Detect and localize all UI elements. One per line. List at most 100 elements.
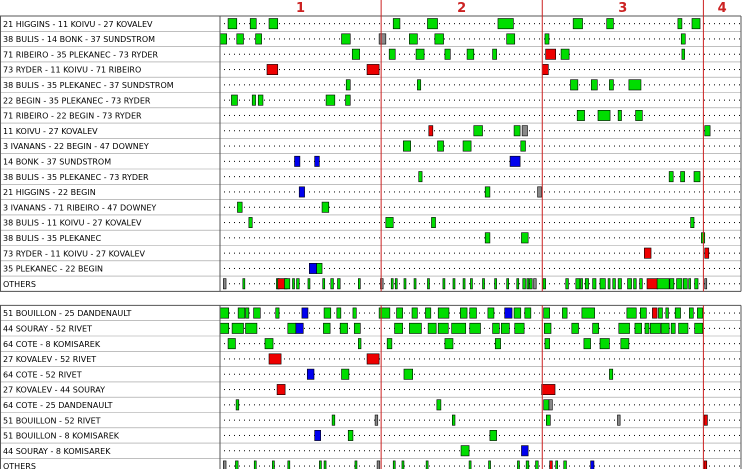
grid-dot — [349, 358, 350, 360]
grid-dot — [434, 343, 435, 345]
grid-dot — [479, 465, 480, 467]
grid-dot — [359, 160, 360, 162]
shift-bar — [353, 322, 361, 334]
grid-dot — [659, 222, 660, 224]
shift-bar — [437, 140, 444, 152]
grid-dot — [639, 358, 640, 360]
grid-dot — [729, 69, 730, 71]
grid-dot — [704, 69, 705, 71]
grid-dot — [279, 343, 280, 345]
grid-dot — [339, 419, 340, 421]
grid-dot — [254, 69, 255, 71]
grid-dot — [734, 84, 735, 86]
grid-dot — [529, 450, 530, 452]
grid-dot — [599, 450, 600, 452]
grid-dot — [594, 450, 595, 452]
grid-dot — [404, 38, 405, 40]
grid-dot — [299, 343, 300, 345]
grid-dot — [464, 130, 465, 132]
grid-dot — [734, 191, 735, 193]
grid-dot — [434, 145, 435, 147]
grid-dot — [579, 206, 580, 208]
grid-dot — [504, 237, 505, 239]
grid-dot — [599, 267, 600, 269]
grid-dot — [229, 53, 230, 55]
grid-dot — [424, 312, 425, 314]
grid-dot — [319, 53, 320, 55]
grid-dot — [704, 434, 705, 436]
grid-dot — [224, 419, 225, 421]
grid-dot — [429, 465, 430, 467]
grid-dot — [559, 145, 560, 147]
grid-dot — [629, 222, 630, 224]
grid-dot — [509, 465, 510, 467]
grid-dot — [374, 419, 375, 421]
grid-dot — [364, 222, 365, 224]
grid-dot — [499, 434, 500, 436]
shift-bar — [219, 33, 228, 45]
grid-dot — [589, 327, 590, 329]
shift-bar — [314, 155, 320, 167]
grid-dot — [414, 343, 415, 345]
row-label: 64 COTE - 52 RIVET — [3, 370, 82, 379]
grid-dot — [494, 160, 495, 162]
grid-dot — [464, 343, 465, 345]
grid-dot — [364, 283, 365, 285]
grid-dot — [674, 283, 675, 285]
grid-dot — [319, 23, 320, 25]
grid-dot — [429, 145, 430, 147]
grid-dot — [739, 206, 740, 208]
grid-dot — [359, 114, 360, 116]
grid-dot — [689, 327, 690, 329]
grid-dot — [414, 267, 415, 269]
grid-dot — [629, 358, 630, 360]
grid-dot — [699, 84, 700, 86]
grid-dot — [644, 343, 645, 345]
grid-dot — [269, 283, 270, 285]
grid-dot — [519, 38, 520, 40]
grid-dot — [714, 434, 715, 436]
grid-dot — [394, 389, 395, 391]
grid-dot — [724, 99, 725, 101]
grid-dot — [674, 69, 675, 71]
grid-dot — [224, 434, 225, 436]
grid-dot — [734, 419, 735, 421]
grid-dot — [374, 404, 375, 406]
grid-dot — [574, 53, 575, 55]
grid-dot — [599, 465, 600, 467]
grid-dot — [699, 53, 700, 55]
grid-dot — [239, 237, 240, 239]
period-label: 1 — [296, 1, 305, 16]
grid-dot — [384, 389, 385, 391]
grid-dot — [604, 327, 605, 329]
grid-dot — [689, 404, 690, 406]
grid-dot — [699, 404, 700, 406]
grid-dot — [484, 373, 485, 375]
grid-dot — [659, 465, 660, 467]
grid-dot — [544, 465, 545, 467]
grid-dot — [249, 191, 250, 193]
grid-dot — [439, 373, 440, 375]
grid-dot — [334, 160, 335, 162]
grid-dot — [669, 53, 670, 55]
grid-dot — [509, 176, 510, 178]
grid-dot — [334, 327, 335, 329]
grid-dot — [559, 373, 560, 375]
grid-dot — [279, 145, 280, 147]
grid-dot — [474, 373, 475, 375]
grid-dot — [304, 145, 305, 147]
grid-dot — [539, 358, 540, 360]
grid-dot — [349, 145, 350, 147]
grid-dot — [254, 160, 255, 162]
grid-dot — [369, 419, 370, 421]
grid-dot — [434, 206, 435, 208]
grid-dot — [249, 84, 250, 86]
grid-dot — [229, 84, 230, 86]
grid-dot — [564, 267, 565, 269]
grid-dot — [524, 23, 525, 25]
shift-bar — [670, 322, 676, 334]
grid-dot — [709, 283, 710, 285]
grid-dot — [344, 160, 345, 162]
grid-dot — [284, 312, 285, 314]
grid-dot — [414, 434, 415, 436]
